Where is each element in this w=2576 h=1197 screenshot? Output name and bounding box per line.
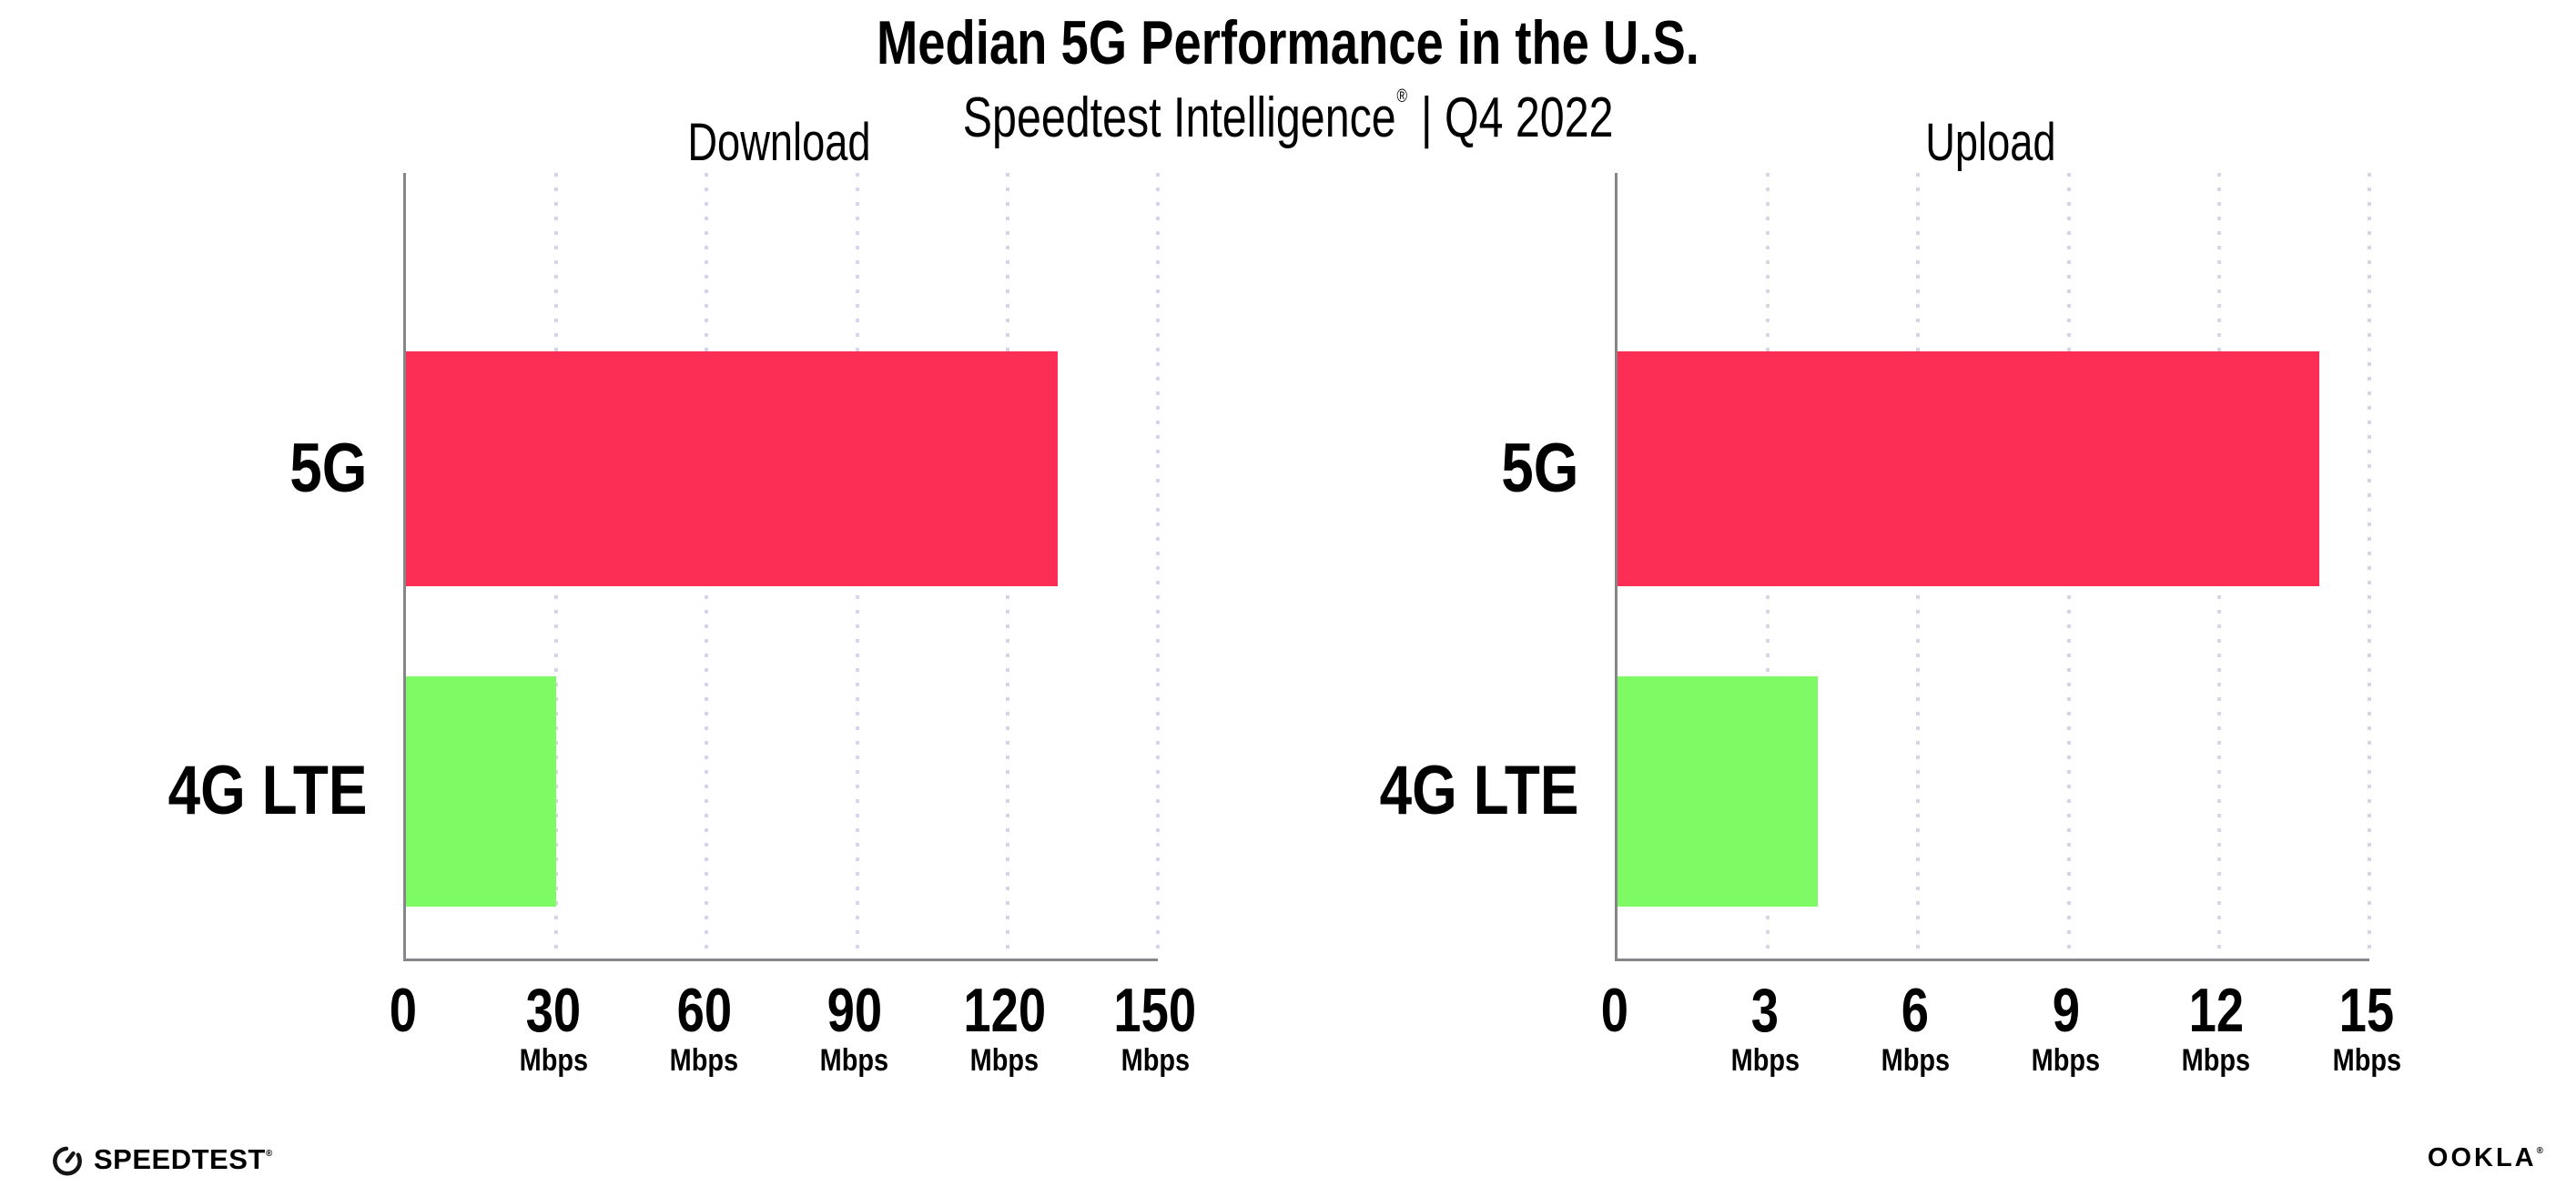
tick-90: 90 Mbps: [819, 976, 889, 1078]
speedtest-wordmark: SPEEDTEST®: [94, 1143, 273, 1175]
tick-9: 9 Mbps: [2031, 976, 2101, 1078]
page-title-text: Median 5G Performance in the U.S.: [877, 8, 1699, 77]
page-title: Median 5G Performance in the U.S.: [0, 7, 2576, 78]
category-label-4g-lte: 4G LTE: [167, 752, 367, 829]
tick-120: 120 Mbps: [963, 976, 1047, 1078]
ookla-logo: OOKLA®: [2428, 1143, 2546, 1173]
tick-150: 150 Mbps: [1113, 976, 1197, 1078]
gridline-15: [2368, 173, 2371, 959]
upload-chart-title: Upload: [1925, 113, 2056, 172]
category-label-5g: 5G: [1500, 430, 1578, 507]
subtitle-period: | Q4 2022: [1408, 86, 1614, 149]
gauge-icon: [53, 1146, 82, 1176]
bar-5g-download: [406, 351, 1058, 586]
category-label-5g: 5G: [289, 430, 367, 507]
download-x-axis-ticks: 0 30 Mbps 60 Mbps 90 Mbps 120 Mbps 150 M…: [390, 976, 1197, 1097]
bar-4g-lte-upload: [1618, 676, 1819, 907]
tick-60: 60 Mbps: [669, 976, 739, 1078]
tick-3: 3 Mbps: [1730, 976, 1800, 1078]
upload-plot-area: [1615, 173, 2371, 961]
tick-0: 0: [1600, 976, 1629, 1045]
upload-x-axis-ticks: 0 3 Mbps 6 Mbps 9 Mbps 12 Mbps 15 Mbps: [1601, 976, 2401, 1097]
tick-0: 0: [389, 976, 418, 1045]
ookla-registered-mark: ®: [2536, 1146, 2546, 1156]
page-subtitle: Speedtest Intelligence® | Q4 2022: [0, 60, 2576, 155]
registered-mark: ®: [1396, 86, 1407, 107]
ookla-wordmark: OOKLA: [2427, 1143, 2537, 1172]
bar-5g-upload: [1618, 351, 2319, 586]
download-chart-title: Download: [687, 113, 871, 172]
tick-12: 12 Mbps: [2182, 976, 2251, 1078]
category-label-4g-lte: 4G LTE: [1379, 752, 1578, 829]
tick-6: 6 Mbps: [1881, 976, 1951, 1078]
download-plot-area: [403, 173, 1160, 961]
subtitle-brand: Speedtest Intelligence: [962, 86, 1396, 149]
tick-30: 30 Mbps: [519, 976, 588, 1078]
speedtest-registered-mark: ®: [265, 1149, 273, 1159]
speedtest-logo: SPEEDTEST®: [50, 1140, 273, 1180]
bar-4g-lte-download: [406, 676, 557, 907]
tick-15: 15 Mbps: [2332, 976, 2401, 1078]
gridline-150: [1156, 173, 1160, 959]
